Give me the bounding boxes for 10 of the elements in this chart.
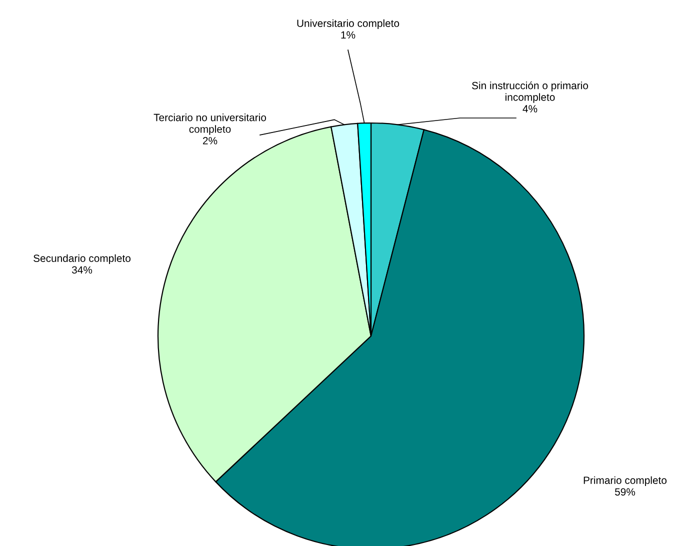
slice-label: Sin instrucción o primario incompleto <box>472 81 588 103</box>
slice-label: Terciario no universitario completo <box>154 114 266 135</box>
slice-label: Universitario completo <box>297 19 400 30</box>
slice-label: Primario completo <box>584 476 667 486</box>
data-label: 59% <box>614 488 636 496</box>
data-label: 4% <box>522 105 538 112</box>
data-label: 1% <box>341 31 356 39</box>
slice-label: Secundario completo <box>34 254 130 264</box>
data-label: 2% <box>202 137 218 144</box>
data-label: 34% <box>72 266 92 274</box>
